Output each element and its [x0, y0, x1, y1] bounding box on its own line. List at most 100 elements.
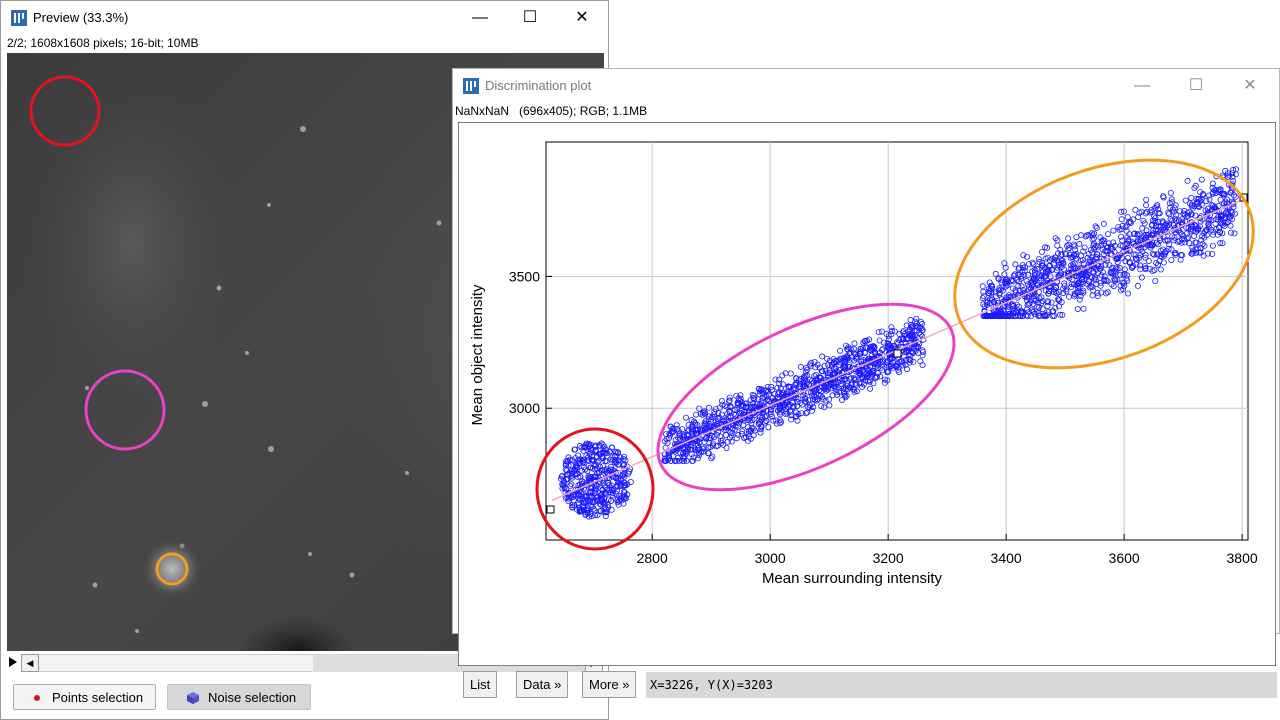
scatter-point — [1091, 230, 1098, 237]
scatter-point — [1059, 311, 1066, 318]
data-button[interactable]: Data » — [516, 671, 569, 698]
scatter-point — [726, 407, 733, 414]
scatter-point — [1025, 261, 1032, 268]
scatter-point — [851, 357, 858, 364]
scatter-point — [723, 444, 730, 451]
scatter-point — [1168, 196, 1175, 203]
scatter-point — [979, 283, 986, 290]
scatter-point — [872, 374, 879, 381]
scatter-point — [795, 411, 802, 418]
scatter-point — [808, 359, 815, 366]
scatter-point — [1001, 271, 1008, 278]
scatter-point — [1188, 201, 1195, 208]
scatter-point — [1167, 190, 1174, 197]
scatter-point — [1094, 292, 1101, 299]
scatter-point — [833, 389, 840, 396]
scatter-point — [695, 445, 702, 452]
scatter-point — [1085, 278, 1092, 285]
scatter-point — [802, 395, 809, 402]
scatter-point — [741, 417, 748, 424]
scatter-point — [1083, 232, 1090, 239]
scatter-point — [1090, 270, 1097, 277]
scatter-point — [1044, 302, 1051, 309]
scatter-point — [903, 322, 910, 329]
scatter-point — [794, 398, 801, 405]
scatter-point — [592, 481, 599, 488]
scatter-point — [737, 392, 744, 399]
scatter-point — [1117, 242, 1124, 249]
fit-handle-middle[interactable] — [893, 349, 902, 358]
scatter-point — [1063, 251, 1070, 258]
minimize-icon[interactable]: — — [472, 9, 488, 26]
scatter-point — [850, 385, 857, 392]
scatter-point — [1042, 255, 1049, 262]
scatter-point — [1080, 260, 1087, 267]
scatter-point — [578, 444, 585, 451]
scatter-point — [1012, 261, 1019, 268]
scroll-left-arrow[interactable]: ◀ — [21, 654, 39, 672]
points-selection-button[interactable]: Points selection — [13, 684, 156, 710]
scatter-point — [1038, 299, 1045, 306]
scatter-point — [1135, 282, 1142, 289]
minimize-icon[interactable]: — — [1134, 77, 1150, 94]
scatter-point — [862, 364, 869, 371]
scatter-point — [829, 392, 836, 399]
scatter-point — [763, 417, 770, 424]
scatter-point — [1220, 200, 1227, 207]
scatter-point — [602, 447, 609, 454]
play-icon[interactable] — [9, 657, 17, 667]
scatter-point — [1153, 203, 1160, 210]
more-button[interactable]: More » — [582, 671, 637, 698]
discrimination-plot[interactable]: 2800 3000 3200 3400 3600 3800 3000 3500 Mean s… — [458, 122, 1276, 666]
scatter-point — [768, 383, 775, 390]
preview-titlebar[interactable]: Preview (33.3%) — ☐ ✕ — [1, 1, 608, 35]
scatter-point — [616, 461, 623, 468]
scatter-point — [1035, 304, 1042, 311]
scatter-point — [1141, 244, 1148, 251]
scatter-point — [813, 375, 820, 382]
scatter-point — [830, 359, 837, 366]
scatter-point — [875, 361, 882, 368]
scatter-point — [737, 395, 744, 402]
x-tick-label: 3600 — [1109, 550, 1140, 566]
noise-selection-button[interactable]: Noise selection — [167, 684, 311, 710]
scatter-point — [1110, 227, 1117, 234]
scatter-point — [1217, 215, 1224, 222]
scatter-point — [1166, 200, 1173, 207]
scatter-point — [903, 349, 910, 356]
scatter-point — [866, 378, 873, 385]
scatter-point — [673, 422, 680, 429]
maximize-icon[interactable]: ☐ — [522, 9, 538, 26]
scatter-point — [1231, 192, 1238, 199]
scatter-point — [694, 421, 701, 428]
scatter-point — [907, 357, 914, 364]
close-icon[interactable]: ✕ — [575, 9, 589, 26]
scatter-point — [1085, 250, 1092, 257]
scatter-point — [614, 499, 621, 506]
scatter-point — [777, 385, 784, 392]
scatter-point — [1054, 296, 1061, 303]
scatter-point — [1092, 223, 1099, 230]
scatter-point — [982, 312, 989, 319]
scatter-point — [838, 356, 845, 363]
scroll-thumb[interactable] — [39, 654, 313, 672]
scatter-point — [823, 355, 830, 362]
scatter-point — [980, 293, 987, 300]
scatter-point — [1177, 208, 1184, 215]
fit-handle-left[interactable] — [546, 505, 555, 514]
scatter-point — [1137, 262, 1144, 269]
horizontal-scrollbar[interactable]: ◀ ▶ — [21, 654, 603, 672]
list-button[interactable]: List — [463, 671, 498, 698]
scatter-point — [573, 467, 580, 474]
scatter-point — [1052, 254, 1059, 261]
plot-titlebar[interactable]: Discrimination plot — ☐ ✕ — [453, 69, 1279, 103]
scatter-point — [1030, 261, 1037, 268]
scatter-point — [1108, 281, 1115, 288]
maximize-icon[interactable]: ☐ — [1188, 77, 1204, 94]
scatter-point — [1040, 312, 1047, 319]
scatter-point — [681, 444, 688, 451]
scatter-point — [757, 429, 764, 436]
scatter-point — [738, 430, 745, 437]
close-icon[interactable]: ✕ — [1243, 77, 1257, 94]
scatter-point — [1221, 219, 1228, 226]
